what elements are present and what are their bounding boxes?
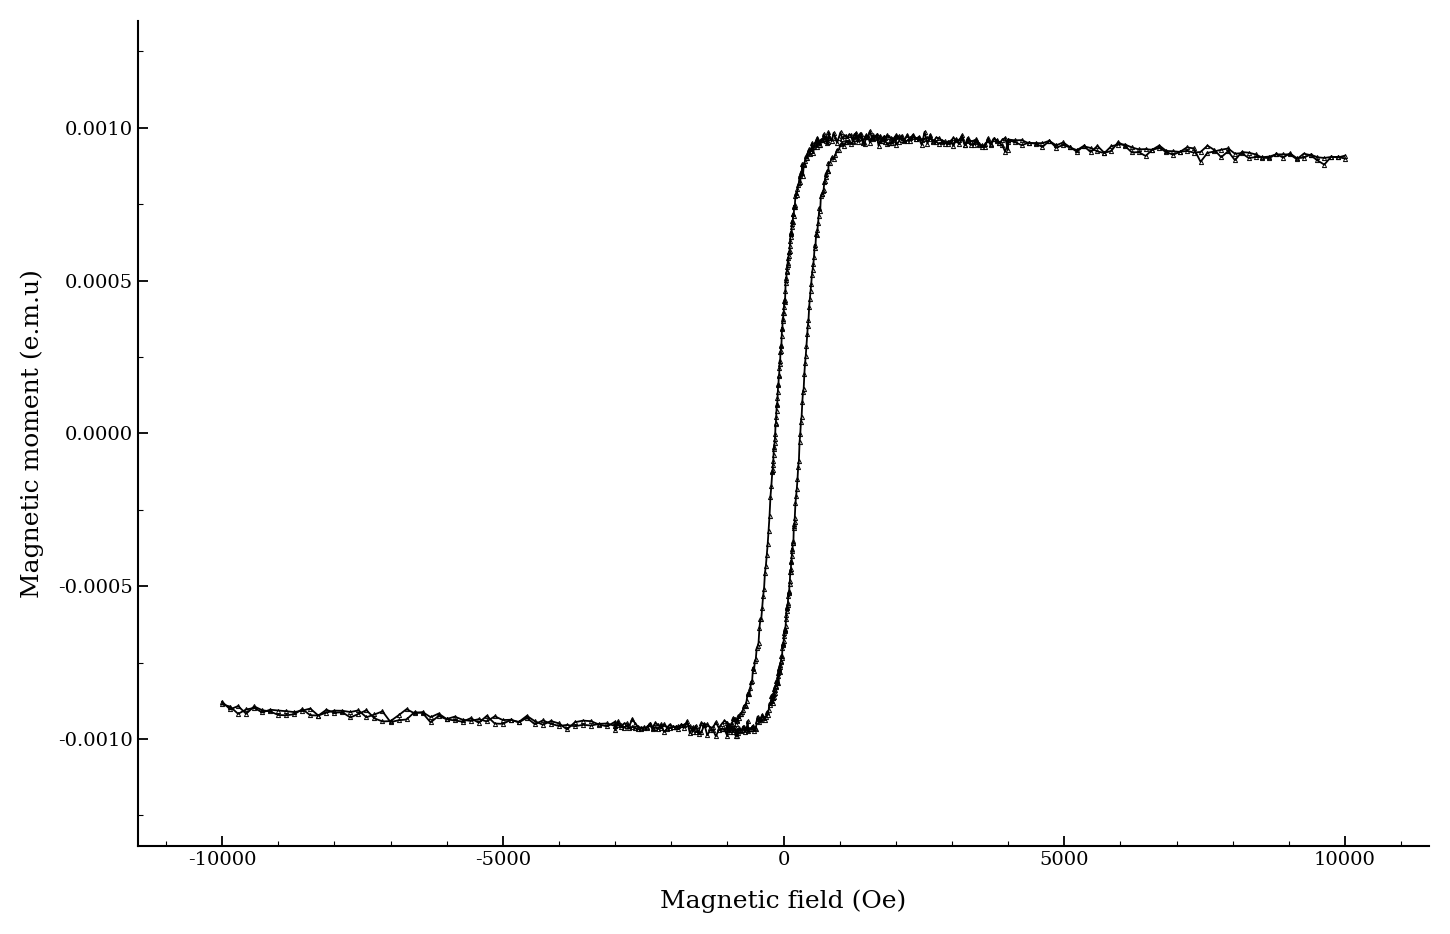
Y-axis label: Magnetic moment (e.m.u): Magnetic moment (e.m.u) (20, 269, 45, 598)
X-axis label: Magnetic field (Oe): Magnetic field (Oe) (660, 890, 906, 913)
